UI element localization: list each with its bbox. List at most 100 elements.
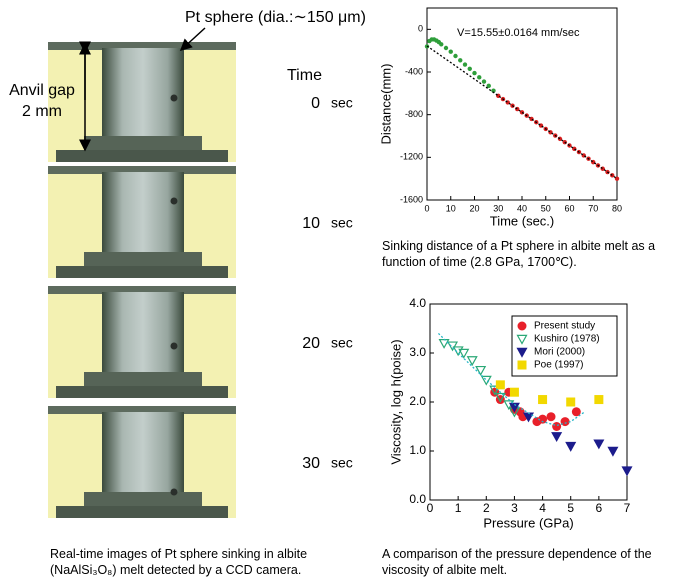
point <box>494 392 506 403</box>
point <box>453 53 458 59</box>
point <box>446 341 459 352</box>
point <box>566 397 576 407</box>
cylinder <box>102 292 184 374</box>
point <box>448 49 453 54</box>
frame-unit: sec <box>331 335 353 351</box>
point <box>508 402 520 413</box>
sphere <box>170 197 178 205</box>
x-tick-label: 30 <box>493 203 503 213</box>
point <box>491 88 496 93</box>
y-tick-label: -1200 <box>400 152 423 162</box>
legend-label: Present study <box>534 321 595 332</box>
point <box>571 407 581 417</box>
x-tick-label: 0 <box>427 501 434 515</box>
chart-caption: A comparison of the pressure dependence … <box>382 547 652 577</box>
y-tick-label: 4.0 <box>409 296 426 310</box>
anvil-top <box>48 42 236 50</box>
y-tick-label: -400 <box>405 66 423 76</box>
fit-line <box>437 332 586 427</box>
anvil-top <box>48 286 236 294</box>
x-tick-label: 50 <box>541 203 551 213</box>
point <box>477 75 482 80</box>
anvil-bottom <box>84 372 202 386</box>
frame-time: 30 <box>302 455 320 472</box>
x-tick-label: 80 <box>612 203 622 213</box>
x-tick-label: 6 <box>596 501 603 515</box>
legend-label: Kushiro (1978) <box>534 334 600 345</box>
y-tick-label: -800 <box>405 109 423 119</box>
anvil-base <box>56 266 228 278</box>
point <box>538 414 548 424</box>
point <box>462 62 468 67</box>
point <box>489 385 501 396</box>
cylinder <box>102 172 184 254</box>
legend-marker <box>517 360 527 370</box>
gap-label: Anvil gap <box>9 82 75 99</box>
x-axis-label: Pressure (GPa) <box>483 515 573 530</box>
point <box>621 466 633 477</box>
legend-label: Mori (2000) <box>534 347 585 358</box>
anvil-top <box>48 166 236 174</box>
point <box>475 365 487 376</box>
anvil-bottom <box>84 492 202 506</box>
point <box>439 42 444 47</box>
point <box>593 439 605 450</box>
time-header: Time <box>287 67 322 84</box>
anvil-bottom <box>84 136 202 150</box>
point <box>495 380 505 390</box>
sphere <box>170 94 178 102</box>
cylinder <box>102 412 184 494</box>
x-tick-label: 70 <box>588 203 598 213</box>
frame-time: 20 <box>302 335 320 352</box>
x-axis-label: Time (sec.) <box>490 213 555 228</box>
point <box>538 395 548 405</box>
point <box>607 446 619 457</box>
point <box>551 432 563 443</box>
point <box>481 79 487 84</box>
frame-unit: sec <box>331 455 353 471</box>
point <box>552 422 562 431</box>
annotation: Pt sphere (dia.:∼150 μm) <box>185 9 366 26</box>
y-tick-label: 1.0 <box>409 443 426 457</box>
point <box>594 395 604 405</box>
anvil-base <box>56 506 228 518</box>
point <box>480 375 492 386</box>
x-tick-label: 2 <box>483 501 490 515</box>
annotation: V=15.55±0.0164 mm/sec <box>457 27 580 39</box>
anvil-base <box>56 386 228 398</box>
anvil-top <box>48 406 236 414</box>
sphere <box>170 488 178 496</box>
legend-marker <box>517 321 527 331</box>
point <box>472 70 477 76</box>
left-caption: Real-time images of Pt sphere sinking in… <box>50 547 308 577</box>
x-tick-label: 40 <box>517 203 527 213</box>
y-tick-label: 2.0 <box>409 394 426 408</box>
fit-line <box>426 45 618 180</box>
gap-value: 2 mm <box>22 103 62 120</box>
point <box>467 66 472 72</box>
point <box>614 176 620 181</box>
chart-caption: Sinking distance of a Pt sphere in albit… <box>382 239 656 269</box>
point <box>443 45 449 51</box>
legend-label: Poe (1997) <box>534 360 583 371</box>
frame-time: 0 <box>311 95 320 112</box>
point <box>565 441 577 452</box>
y-tick-label: -1600 <box>400 194 423 204</box>
y-tick-label: 0.0 <box>409 492 426 506</box>
point <box>458 348 470 359</box>
x-tick-label: 7 <box>624 501 631 515</box>
point <box>438 339 450 349</box>
x-tick-label: 5 <box>567 501 574 515</box>
point <box>458 58 463 63</box>
x-tick-label: 20 <box>469 203 479 213</box>
image-frames: 0 sec 10 sec 20 sec 30 sec <box>48 42 353 518</box>
legend-marker <box>516 334 528 345</box>
legend-box <box>511 315 618 377</box>
y-tick-label: 0 <box>418 24 423 34</box>
point <box>466 356 478 367</box>
x-tick-label: 3 <box>511 501 518 515</box>
point <box>486 83 491 89</box>
x-tick-label: 1 <box>455 501 462 515</box>
